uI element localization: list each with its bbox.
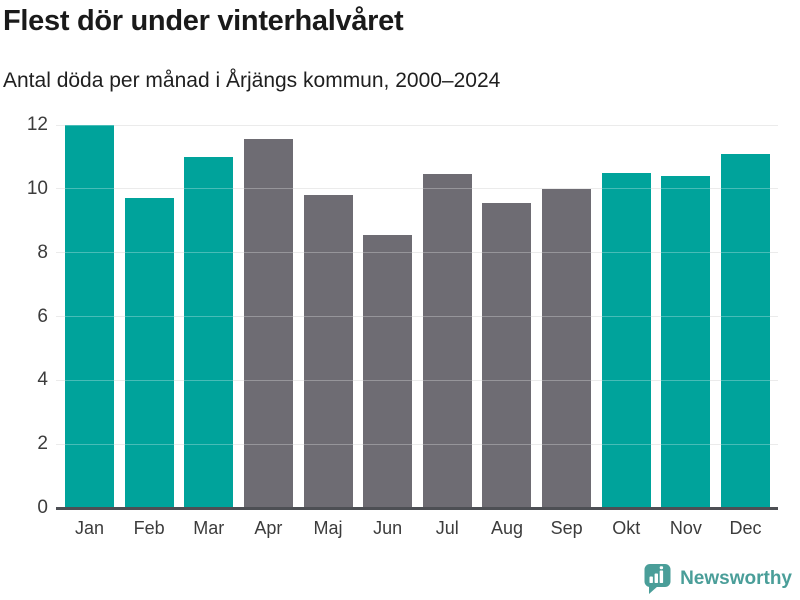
brand-footer: Newsworthy	[643, 563, 792, 595]
x-axis-tick-label: Okt	[612, 518, 641, 538]
gridline	[56, 379, 778, 381]
bar-aug	[482, 203, 532, 508]
x-axis-tick-label: Feb	[133, 518, 165, 538]
bar-jul	[422, 174, 472, 508]
bar-sep	[542, 188, 592, 508]
bar-nov	[661, 176, 711, 508]
y-axis-tick-label: 4	[37, 369, 48, 391]
x-axis-tick-label: Sep	[550, 518, 583, 538]
gridline	[56, 316, 778, 317]
bar-apr	[243, 139, 293, 508]
x-axis-tick-label: Mar	[193, 518, 225, 538]
gridline-overlay	[56, 252, 778, 254]
bar-mar	[184, 156, 234, 508]
gridline-overlay	[56, 124, 778, 126]
x-axis-tick-label: Aug	[490, 518, 523, 538]
bar-jun	[363, 235, 413, 508]
x-axis-tick-label: Jan	[74, 518, 105, 538]
x-axis-tick-label: Dec	[729, 518, 762, 538]
newsworthy-logo-icon	[644, 564, 671, 594]
gridline	[56, 443, 778, 445]
bar-dec	[721, 153, 770, 508]
bar-okt	[601, 172, 651, 508]
x-axis-line	[56, 506, 778, 510]
gridline-overlay	[56, 188, 778, 190]
bar-feb	[124, 198, 174, 508]
chart-title: Flest dör under vinterhalvåret	[3, 5, 404, 37]
gridline	[56, 252, 778, 254]
gridline-overlay	[56, 443, 778, 445]
gridline-overlay	[56, 379, 778, 381]
brand-name: Newsworthy	[680, 568, 792, 589]
y-axis-tick-label: 0	[37, 497, 48, 518]
x-axis-tick-label: Jun	[373, 518, 403, 538]
x-axis-tick-label: Nov	[669, 518, 702, 538]
bar-jan	[65, 125, 114, 508]
gridline	[56, 188, 778, 190]
bar-maj	[303, 195, 353, 508]
gridline-overlay	[56, 316, 778, 317]
x-axis-tick-label: Maj	[313, 518, 343, 538]
y-axis-tick-label: 6	[37, 305, 48, 327]
x-axis-tick-label: Apr	[254, 518, 283, 538]
y-axis-tick-label: 12	[26, 114, 48, 135]
x-axis-tick-label: Jul	[435, 518, 459, 538]
gridline	[56, 124, 778, 126]
chart-subtitle: Antal döda per månad i Årjängs kommun, 2…	[3, 69, 501, 92]
y-axis-tick-label: 10	[26, 177, 48, 199]
y-axis-tick-label: 2	[37, 433, 48, 455]
y-axis-tick-label: 8	[37, 241, 48, 263]
